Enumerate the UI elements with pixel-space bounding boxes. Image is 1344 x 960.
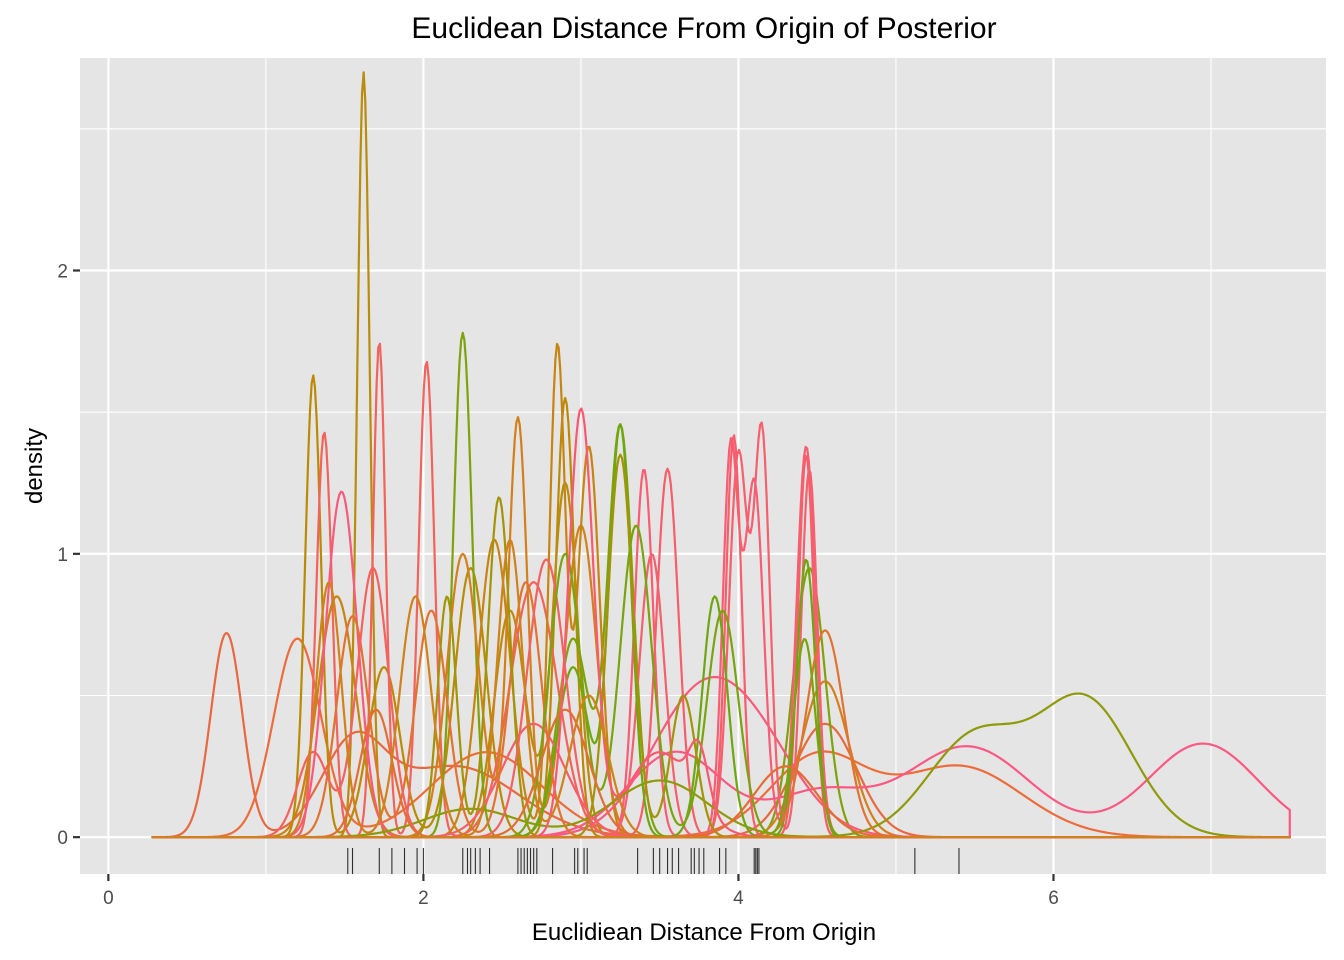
density-curves [151,71,1291,839]
x-tick-label: 2 [418,888,429,909]
x-axis-title: Euclidiean Distance From Origin [532,919,876,946]
y-tick-label: 2 [57,262,68,283]
x-tick-label: 6 [1048,888,1059,909]
density-curve [151,538,1291,839]
rug-marks [347,848,960,874]
y-tick-label: 1 [57,545,68,566]
y-tick-label: 0 [57,828,68,849]
y-axis-title: density [21,428,48,504]
x-axis: 0 2 4 6 [103,874,1059,909]
x-tick-label: 0 [103,888,114,909]
x-tick-label: 4 [733,888,744,909]
y-axis: 0 1 2 [57,262,80,849]
chart-title: Euclidean Distance From Origin of Poster… [411,12,996,45]
